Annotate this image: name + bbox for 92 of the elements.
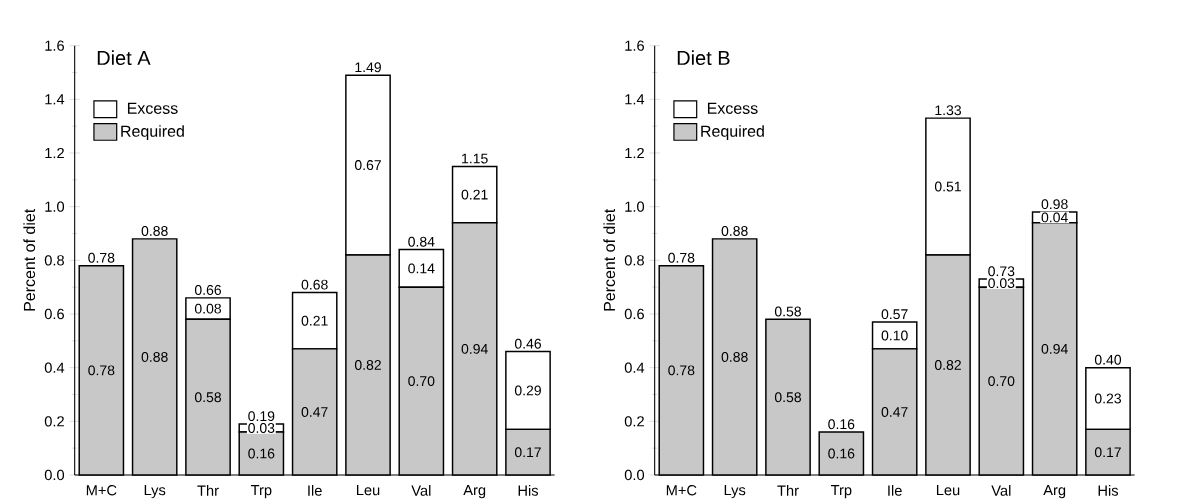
data-label: 0.16 xyxy=(828,448,855,459)
y-tick-label: 0.2 xyxy=(624,416,644,427)
data-label: 0.70 xyxy=(988,376,1015,387)
y-tick-label: 1.2 xyxy=(45,148,64,159)
legend-label: Excess xyxy=(707,102,758,115)
data-label: 0.88 xyxy=(721,352,748,363)
data-label: 0.58 xyxy=(774,392,802,403)
total-label: 0.66 xyxy=(194,285,222,296)
y-tick-label: 1.6 xyxy=(45,40,64,52)
y-tick-label: 1.2 xyxy=(625,148,644,159)
data-label: 0.03 xyxy=(248,423,275,434)
data-label: 0.78 xyxy=(88,365,115,376)
data-label: 0.29 xyxy=(514,385,541,396)
y-tick-label: 1.4 xyxy=(625,94,645,105)
y-tick-label: 1.6 xyxy=(625,40,644,52)
x-tick-label: Ile xyxy=(888,485,902,496)
data-label: 0.51 xyxy=(934,181,961,192)
x-tick-label: Thr xyxy=(777,485,799,496)
y-tick-label: 0.6 xyxy=(624,309,644,320)
y-tick-label: 0.4 xyxy=(44,362,65,374)
legend-label: Required xyxy=(701,125,764,141)
legend-label: Excess xyxy=(127,102,178,115)
y-tick-label: 0.8 xyxy=(44,255,64,266)
total-label: 0.88 xyxy=(141,226,168,237)
data-label: 0.82 xyxy=(354,360,381,371)
x-tick-label: His xyxy=(518,485,539,496)
x-tick-label: Trp xyxy=(830,485,852,499)
y-tick-label: 0.0 xyxy=(624,470,645,481)
total-label: 1.49 xyxy=(355,62,381,73)
data-label: 0.16 xyxy=(248,448,275,459)
x-tick-label: Thr xyxy=(197,485,219,496)
x-tick-label: Lys xyxy=(144,485,166,499)
data-label: 0.70 xyxy=(408,376,435,387)
total-label: 0.16 xyxy=(828,419,855,430)
total-label: 0.19 xyxy=(248,411,275,422)
x-tick-label: Arg xyxy=(463,485,486,499)
y-tick-label: 1.0 xyxy=(45,201,65,213)
total-label: 0.78 xyxy=(668,253,695,263)
y-tick-label: 0.8 xyxy=(624,255,644,266)
data-label: 0.47 xyxy=(301,407,328,418)
data-label: 0.21 xyxy=(461,189,488,200)
x-tick-label: Trp xyxy=(250,485,272,499)
total-label: 0.57 xyxy=(881,309,908,320)
legend-label: Required xyxy=(121,125,184,141)
total-label: 0.98 xyxy=(1041,199,1068,210)
data-label: 0.23 xyxy=(1094,393,1121,404)
total-label: 0.68 xyxy=(301,279,328,290)
data-label: 0.47 xyxy=(881,407,908,418)
x-tick-label: M+C xyxy=(86,485,117,496)
data-label: 0.82 xyxy=(934,360,961,371)
chart-title: Diet B xyxy=(677,50,730,66)
total-label: 0.78 xyxy=(88,253,115,263)
total-label: 0.58 xyxy=(774,306,802,317)
total-label: 1.15 xyxy=(462,153,488,164)
x-tick-label: Leu xyxy=(356,485,380,496)
y-tick-label: 1.0 xyxy=(625,201,645,213)
total-label: 0.46 xyxy=(514,338,542,349)
data-label: 0.88 xyxy=(141,352,168,363)
data-label: 0.78 xyxy=(668,365,695,376)
x-tick-label: Val xyxy=(991,485,1011,496)
data-label: 0.21 xyxy=(301,315,328,326)
data-label: 0.94 xyxy=(461,344,488,355)
data-label: 0.08 xyxy=(194,303,222,314)
x-tick-label: Lys xyxy=(724,485,746,499)
data-label: 0.04 xyxy=(1041,212,1068,223)
data-label: 0.58 xyxy=(194,392,222,403)
data-label: 0.17 xyxy=(514,447,541,458)
total-label: 1.33 xyxy=(935,105,961,116)
total-label: 0.73 xyxy=(988,266,1015,277)
total-label: 0.84 xyxy=(408,236,435,247)
x-tick-label: Ile xyxy=(308,485,322,496)
y-axis-title: Percent of diet xyxy=(603,209,616,311)
data-label: 0.14 xyxy=(408,263,435,274)
data-label: 0.67 xyxy=(354,160,381,171)
x-tick-label: Val xyxy=(411,485,431,496)
y-tick-label: 0.6 xyxy=(44,309,64,320)
total-label: 0.40 xyxy=(1094,355,1122,365)
data-label: 0.94 xyxy=(1041,344,1068,355)
y-tick-label: 1.4 xyxy=(45,94,65,105)
chart-title: Diet A xyxy=(97,50,151,66)
y-axis-title: Percent of diet xyxy=(23,209,36,311)
data-label: 0.10 xyxy=(881,330,908,341)
y-tick-label: 0.2 xyxy=(44,416,64,427)
y-tick-label: 0.4 xyxy=(624,362,645,374)
data-label: 0.17 xyxy=(1094,447,1121,458)
data-label: 0.03 xyxy=(988,278,1015,289)
x-tick-label: Leu xyxy=(936,485,960,496)
total-label: 0.88 xyxy=(721,226,748,237)
x-tick-label: M+C xyxy=(666,485,697,496)
y-tick-label: 0.0 xyxy=(44,470,65,481)
x-tick-label: Arg xyxy=(1043,485,1066,499)
x-tick-label: His xyxy=(1098,485,1119,496)
